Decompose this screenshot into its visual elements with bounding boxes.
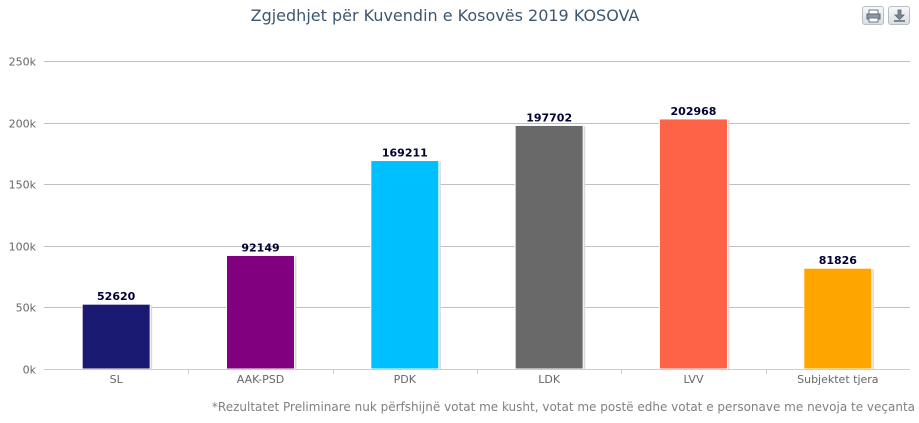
y-tick-label: 200k — [9, 118, 37, 131]
bar[interactable] — [370, 160, 440, 370]
grid-lines — [44, 61, 910, 308]
y-tick-label: 150k — [9, 179, 37, 192]
bar[interactable] — [226, 254, 295, 370]
y-tick-label: 0k — [23, 364, 37, 377]
bar[interactable] — [803, 267, 873, 370]
data-label: 169211 — [382, 147, 428, 160]
x-tick-label: AAK-PSD — [237, 373, 284, 386]
x-tick-label: LDK — [538, 373, 561, 386]
bars — [81, 118, 874, 370]
printer-icon — [866, 9, 881, 23]
data-labels: 52620 92149 169211 197702 202968 81826 — [97, 105, 857, 303]
y-axis-tick-labels: 0k 50k 100k 150k 200k 250k — [9, 56, 37, 377]
x-tick-label: Subjektet tjera — [797, 373, 878, 386]
download-icon — [894, 9, 905, 22]
x-tick-label: PDK — [394, 373, 417, 386]
data-label: 202968 — [671, 105, 717, 118]
data-label: 52620 — [97, 290, 136, 303]
bar[interactable] — [659, 118, 728, 370]
x-tick-label: LVV — [684, 373, 704, 386]
y-tick-label: 100k — [9, 241, 37, 254]
y-tick-label: 250k — [9, 56, 37, 69]
bar[interactable] — [81, 303, 151, 370]
data-label: 81826 — [819, 254, 858, 267]
y-tick-label: 50k — [16, 302, 37, 315]
footnote: *Rezultatet Preliminare nuk përfshijnë v… — [211, 400, 915, 414]
x-tick-label: SL — [110, 373, 124, 386]
data-label: 92149 — [241, 241, 279, 254]
print-button[interactable] — [862, 6, 884, 25]
x-axis: SL AAK-PSD PDK LDK LVV Subjektet tjera — [44, 369, 910, 386]
bar[interactable] — [514, 124, 584, 370]
data-label: 197702 — [526, 111, 572, 124]
chart-title: Zgjedhjet për Kuvendin e Kosovës 2019 KO… — [250, 6, 640, 25]
bar-chart: 0k 50k 100k 150k 200k 250k 52620 92149 169211 19… — [9, 56, 910, 386]
download-button[interactable] — [888, 6, 910, 25]
